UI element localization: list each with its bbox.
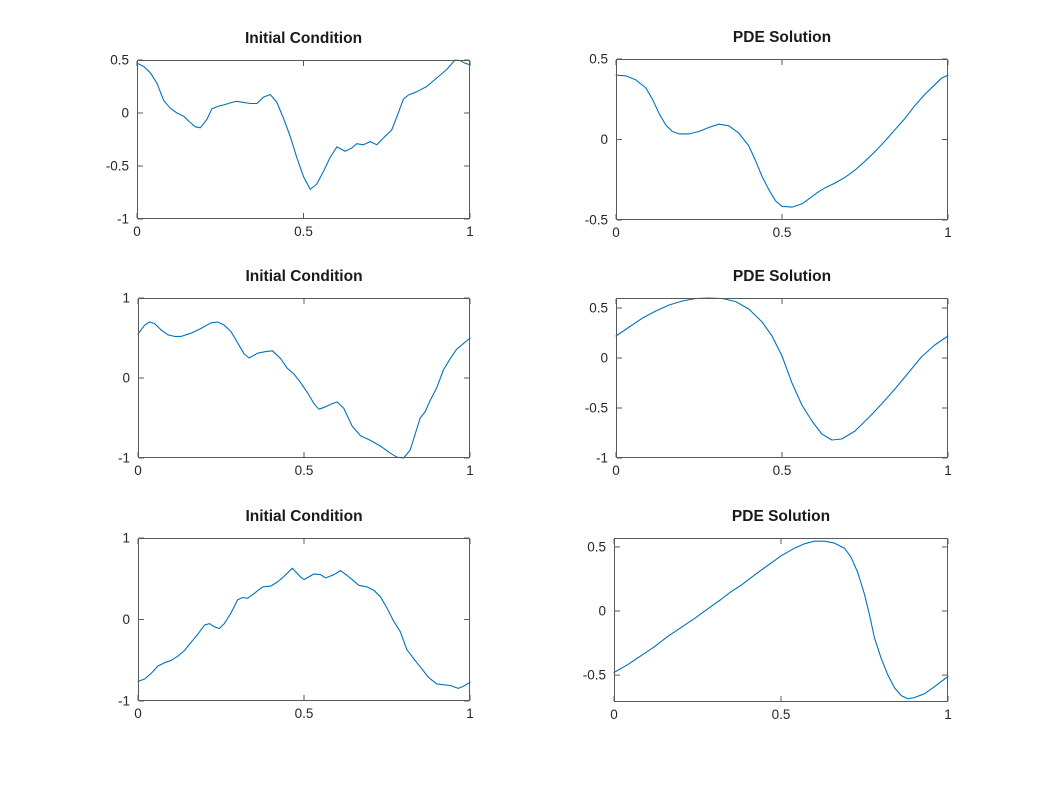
line-series xyxy=(615,74,949,208)
x-tick-label: 1 xyxy=(944,463,952,478)
y-tick-label: 0.5 xyxy=(587,539,606,554)
axes-plot: 0 0.5 1 1 0 -1 xyxy=(118,291,474,479)
x-tick-label: 1 xyxy=(944,225,952,240)
y-tick-label: 0.5 xyxy=(589,301,608,316)
y-tick-label: -0.5 xyxy=(585,401,608,416)
plot-title: PDE Solution xyxy=(732,29,832,46)
y-tick-label: -1 xyxy=(118,694,130,709)
y-tick-label: -1 xyxy=(118,451,130,466)
axes-box xyxy=(138,538,470,701)
plot-title: PDE Solution xyxy=(732,268,832,285)
y-tick-label: 0 xyxy=(122,371,130,386)
y-tick-label: 0.5 xyxy=(589,52,608,67)
line-series xyxy=(613,540,949,700)
y-tick-label: -0.5 xyxy=(583,668,606,683)
y-tick-label: 0 xyxy=(122,612,130,627)
plot-title: PDE Solution xyxy=(731,508,831,525)
axes-box xyxy=(137,60,470,219)
x-tick-label: 1 xyxy=(944,707,952,722)
x-tick-label: 0.5 xyxy=(294,224,313,239)
x-tick-label: 0 xyxy=(134,463,142,478)
plot-title: Initial Condition xyxy=(245,268,363,285)
axes-plot: 0 0.5 1 0.5 0 -0.5 -1 xyxy=(106,53,474,240)
x-tick-label: 0.5 xyxy=(773,225,792,240)
axes-box xyxy=(138,298,470,458)
y-tick-label: -1 xyxy=(117,212,129,227)
x-tick-label: 0 xyxy=(134,706,142,721)
x-tick-label: 0.5 xyxy=(773,463,792,478)
y-tick-label: 0 xyxy=(600,132,608,147)
axes-box xyxy=(614,538,948,702)
x-tick-label: 1 xyxy=(466,706,474,721)
y-tick-label: 0 xyxy=(600,351,608,366)
y-tick-label: -1 xyxy=(596,451,608,466)
y-tick-label: 1 xyxy=(122,291,130,306)
axes-box xyxy=(616,59,948,220)
x-tick-label: 0 xyxy=(133,224,141,239)
y-tick-label: 0 xyxy=(121,106,129,121)
axes-plot: 0 0.5 1 0.5 0 -0.5 xyxy=(585,52,952,241)
subplot-row3-initial-condition: Initial Condition 0 0.5 1 1 0 -1 xyxy=(118,508,474,722)
axes-plot: 0 0.5 1 0.5 0 -0.5 xyxy=(583,538,952,722)
line-series xyxy=(136,59,471,190)
x-tick-label: 0 xyxy=(612,225,620,240)
subplot-row1-initial-condition: Initial Condition 0 0.5 1 0.5 0 -0.5 -1 xyxy=(106,30,474,240)
y-tick-label: 0 xyxy=(598,604,606,619)
line-series xyxy=(615,297,949,441)
y-tick-label: 0.5 xyxy=(110,53,129,68)
y-tick-label: 1 xyxy=(122,531,130,546)
y-tick-label: -0.5 xyxy=(106,159,129,174)
x-tick-label: 0.5 xyxy=(295,706,314,721)
axes-plot: 0 0.5 1 0.5 0 -0.5 -1 xyxy=(585,297,952,478)
x-tick-label: 0 xyxy=(612,463,620,478)
plot-title: Initial Condition xyxy=(244,30,363,47)
line-series xyxy=(137,321,471,459)
subplot-row1-pde-solution: PDE Solution 0 0.5 1 0.5 0 -0.5 xyxy=(585,29,952,241)
x-tick-label: 0.5 xyxy=(772,707,791,722)
subplot-row2-pde-solution: PDE Solution 0 0.5 1 0.5 0 -0.5 -1 xyxy=(585,268,952,478)
y-tick-label: -0.5 xyxy=(585,213,608,228)
x-tick-label: 1 xyxy=(466,463,474,478)
x-tick-label: 1 xyxy=(466,224,474,239)
plot-title: Initial Condition xyxy=(245,508,363,525)
x-tick-label: 0 xyxy=(610,707,618,722)
line-series xyxy=(137,567,471,689)
subplot-row3-pde-solution: PDE Solution 0 0.5 1 0.5 0 -0.5 xyxy=(583,508,952,722)
x-tick-label: 0.5 xyxy=(295,463,314,478)
axes-box xyxy=(616,298,948,458)
subplot-row2-initial-condition: Initial Condition 0 0.5 1 1 0 -1 xyxy=(118,268,474,479)
axes-plot: 0 0.5 1 1 0 -1 xyxy=(118,531,474,722)
